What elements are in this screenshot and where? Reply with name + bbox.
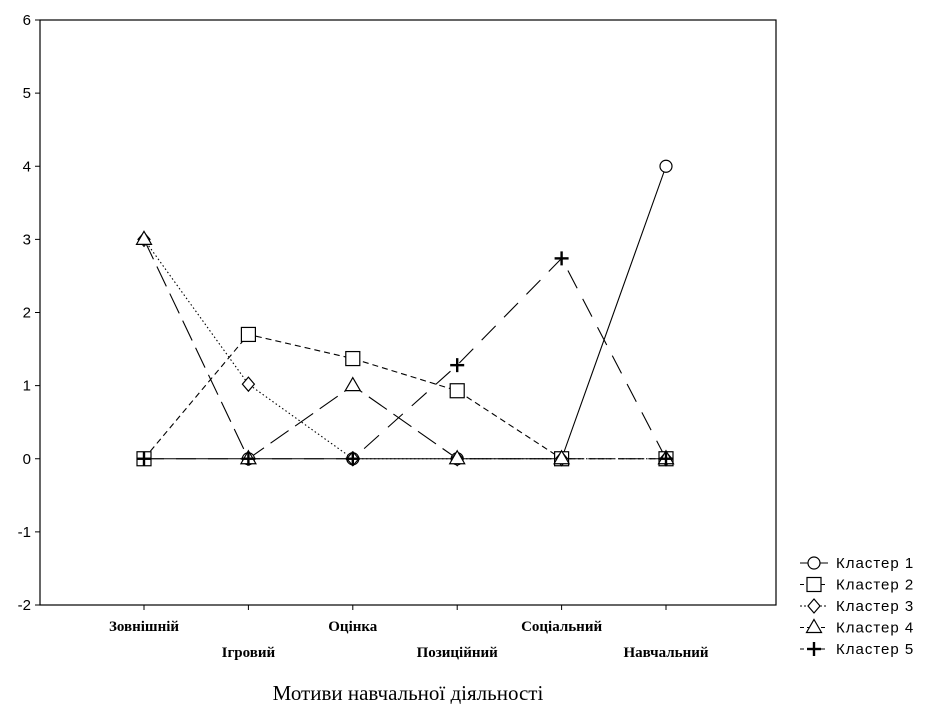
legend-label: Кластер 1 bbox=[836, 555, 914, 572]
series-layer bbox=[135, 159, 675, 467]
y-tick-label: 0 bbox=[23, 451, 31, 468]
x-category-label: Зовнішній bbox=[109, 619, 179, 635]
plot-frame bbox=[39, 19, 777, 606]
y-tick-label: 6 bbox=[23, 12, 31, 29]
y-tick-label: -1 bbox=[18, 524, 31, 541]
legend-marker bbox=[805, 618, 823, 634]
legend-marker bbox=[807, 556, 821, 570]
y-tick-label: -2 bbox=[18, 597, 31, 614]
legend-entry-4: Кластер 4 bbox=[800, 618, 914, 637]
y-tick-label: 3 bbox=[23, 231, 31, 248]
series-5-point bbox=[450, 358, 465, 373]
y-tick-label: 2 bbox=[23, 305, 31, 322]
series-line-4 bbox=[143, 239, 666, 460]
legend-entry-1: Кластер 1 bbox=[800, 555, 914, 572]
x-axis-title: Мотиви навчальної діяльності bbox=[273, 681, 544, 705]
legend-entry-2: Кластер 2 bbox=[800, 576, 914, 594]
series-5-point bbox=[345, 451, 360, 466]
series-5-point bbox=[241, 451, 256, 466]
y-tick-label: 4 bbox=[23, 158, 31, 175]
series-2-point bbox=[345, 350, 361, 367]
legend: Кластер 1 Кластер 2 Кластер 3 Кластер 4 Клас… bbox=[800, 555, 914, 658]
series-5-point bbox=[137, 451, 151, 466]
series-2-point bbox=[449, 383, 465, 399]
series-5-point bbox=[554, 251, 569, 266]
series-4-point bbox=[553, 449, 571, 465]
series-5-point bbox=[659, 451, 673, 466]
legend-marker bbox=[807, 642, 821, 656]
x-category-label: Позиційний bbox=[417, 645, 499, 661]
tick-labels: -2 -1 0 1 2 3 4 5 6 Зовнішній Ігровий Оцінка Позицій… bbox=[18, 12, 709, 661]
y-tick-label: 5 bbox=[23, 85, 31, 102]
series-1-point bbox=[659, 159, 673, 173]
x-category-label: Оцінка bbox=[328, 619, 378, 635]
legend-marker bbox=[807, 598, 821, 614]
legend-label: Кластер 4 bbox=[836, 620, 914, 637]
legend-marker bbox=[806, 576, 822, 593]
series-line-1 bbox=[144, 166, 667, 460]
series-4-point bbox=[135, 230, 153, 245]
legend-entry-5: Кластер 5 bbox=[800, 641, 914, 658]
legend-label: Кластер 3 bbox=[836, 598, 914, 615]
x-category-label: Ігровий bbox=[222, 645, 276, 661]
legend-label: Кластер 5 bbox=[836, 641, 914, 658]
series-4-point bbox=[344, 376, 362, 392]
y-tick-label: 1 bbox=[23, 378, 31, 395]
series-4-point bbox=[448, 449, 466, 465]
legend-label: Кластер 2 bbox=[836, 577, 914, 594]
x-category-label: Соціальний bbox=[521, 619, 602, 635]
series-3-point bbox=[241, 376, 256, 393]
axes bbox=[35, 19, 777, 610]
series-2-point bbox=[240, 326, 256, 343]
legend-entry-3: Кластер 3 bbox=[800, 598, 914, 615]
x-category-label: Навчальний bbox=[623, 645, 708, 661]
